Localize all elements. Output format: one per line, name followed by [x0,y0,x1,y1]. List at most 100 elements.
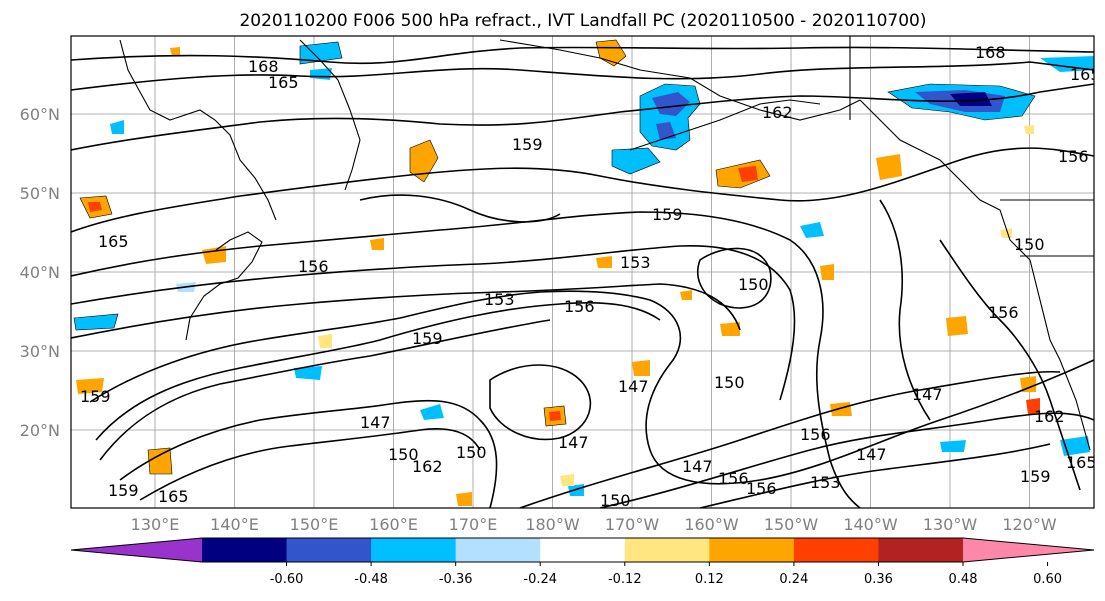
lon-tick-label: 160°W [684,515,739,534]
pos-anomaly-core [738,166,758,182]
contour-label: 165 [158,487,189,506]
kamchatka-coastline [299,39,361,191]
colorbar: -0.60 -0.48 -0.36 -0.24 -0.12 0.12 0.24 0.36 0.4… [70,537,1095,587]
colorbar-segment [286,538,372,562]
colorbar-tick-label: -0.36 [439,572,473,587]
contour-label: 147 [618,377,649,396]
aleutians-coastline [629,99,821,151]
colorbar-outline [70,537,1095,563]
alaska-north-coastline [499,39,861,121]
contour-line [699,443,1051,508]
pos-anomaly-patch [370,238,384,250]
contour-label: 150 [714,373,745,392]
colorbar-segment [624,538,710,562]
longitude-labels: 130°E 140°E 150°E 160°E 170°E 180°W 170°W 160°W… [131,515,1057,534]
neg-anomaly-core [950,92,992,106]
contour-line [71,283,741,339]
contour-line [71,244,796,401]
neg-anomaly-patch [420,404,444,420]
pos-anomaly-core [88,202,102,212]
pos-anomaly-patch [318,334,332,348]
colorbar-tick-label: -0.60 [270,572,304,587]
contour-label: 165 [268,73,299,92]
contour-label: 165 [1070,65,1101,84]
lat-tick-label: 40°N [20,263,60,282]
pos-anomaly-core [549,411,561,421]
lon-tick-label: 180°W [525,515,580,534]
contour-label: 150 [456,443,487,462]
contour-label: 147 [912,385,943,404]
contour-label: 147 [856,445,887,464]
contour-label: 159 [512,135,543,154]
contour-label: 156 [988,303,1019,322]
lat-tick-label: 20°N [20,421,60,440]
contour-label: 162 [1034,407,1065,426]
contour-label: 156 [800,425,831,444]
pos-anomaly-patch [632,360,650,376]
contour-label: 156 [718,469,749,488]
contour-line [879,199,931,421]
lon-tick-label: 170°E [449,515,498,534]
neg-anomaly-patch [800,222,824,238]
contour-line [696,247,772,309]
pos-anomaly-patch [147,447,173,475]
colorbar-segment [371,538,457,562]
pos-anomaly-core [1026,398,1040,414]
pos-anomaly-patch [720,322,740,336]
colorbar-min-extend [71,538,202,562]
map-title: 2020110200 F006 500 hPa refract., IVT La… [239,11,926,31]
lat-tick-label: 30°N [20,342,60,361]
colorbar-tick-label: -0.24 [523,572,557,587]
contour-label: 156 [298,257,329,276]
contour-line [71,61,1094,91]
pos-anomaly-patch [76,378,104,394]
contour-label: 159 [80,387,111,406]
pos-anomaly-patch [830,402,852,416]
contour-label: 159 [108,481,139,500]
contour-lines [71,46,1094,508]
contour-line [939,239,1081,491]
lon-tick-label: 140°W [843,515,898,534]
colorbar-segment [540,538,626,562]
contour-label: 159 [1020,467,1051,486]
contour-label: 150 [738,275,769,294]
contour-label: 153 [484,290,515,309]
contour-label: 147 [682,457,713,476]
contour-label: 165 [98,232,129,251]
lat-tick-label: 60°N [20,105,60,124]
colorbar-tick-label: 0.12 [695,572,724,587]
contour-label: 153 [620,253,651,272]
lon-tick-label: 120°W [1002,515,1057,534]
contour-line [519,370,1061,508]
contour-line [119,399,498,508]
pos-anomaly-patch [680,290,692,300]
neg-anomaly-patch [940,440,966,452]
lon-tick-label: 160°E [369,515,418,534]
contour-label: 168 [975,43,1006,62]
colorbar-tick-label: 0.60 [1033,572,1062,587]
japan-coastline [185,231,263,341]
pos-anomaly-patch [456,492,472,506]
contour-line [139,428,481,501]
lon-tick-label: 170°W [605,515,660,534]
pos-anomaly-patch [596,256,612,268]
lon-tick-label: 150°W [764,515,819,534]
pos-anomaly-patch [560,474,574,486]
colorbar-segment [709,538,795,562]
contour-label: 150 [1014,235,1045,254]
map-frame [70,35,1095,509]
colorbar-segment [202,538,288,562]
contour-label: 165 [1066,453,1097,472]
pos-anomaly-patch [170,47,180,56]
neg-anomaly-core [652,92,690,116]
contour-label: 168 [248,57,279,76]
neg-anomaly-core [656,122,676,140]
lat-tick-label: 50°N [20,184,60,203]
colorbar-tick-label: 0.48 [949,572,978,587]
neg-anomaly-patch [73,313,119,331]
contour-label: 147 [360,413,391,432]
contour-label: 162 [412,457,443,476]
contour-line [71,46,1094,65]
contour-label: 162 [762,103,793,122]
